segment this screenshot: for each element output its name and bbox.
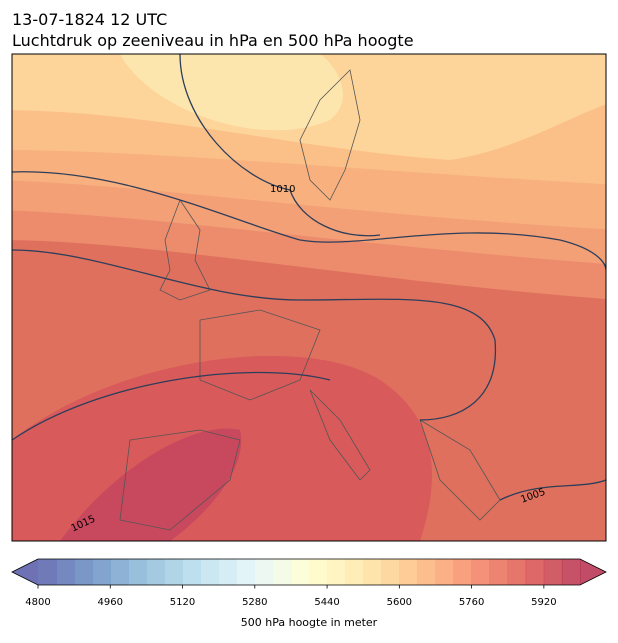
coastlines: [119, 69, 501, 531]
colorbar-tick-label: 5920: [531, 597, 556, 608]
colorbar-tick-label: 5600: [387, 597, 412, 608]
colorbar-cell: [74, 559, 93, 585]
colorbar-extend-high: [580, 559, 606, 585]
colorbar-cell: [200, 559, 219, 585]
colorbar-cell: [471, 559, 490, 585]
colorbar-extend-low: [12, 559, 38, 585]
subtitle: Luchtdruk op zeeniveau in hPa en 500 hPa…: [12, 31, 414, 50]
field-band: [120, 54, 343, 131]
colorbar-tick-label: 5760: [459, 597, 484, 608]
colorbar-cell: [56, 559, 75, 585]
colorbar-cell: [182, 559, 201, 585]
colorbar-cell: [272, 559, 292, 585]
colorbar-cell: [236, 559, 256, 585]
colorbar-cell: [525, 559, 545, 585]
colorbar-outline: [11, 558, 607, 586]
contour-label: 1010: [270, 184, 295, 195]
colorbar-cell: [327, 559, 346, 585]
map-frame: [11, 53, 607, 542]
field-band: [60, 428, 242, 541]
colorbar-cell: [128, 559, 147, 585]
colorbar-cell: [489, 559, 509, 585]
colorbar-cell: [110, 559, 129, 585]
colorbar-cell: [38, 559, 57, 585]
colorbar-cell: [543, 559, 563, 585]
map: 1010 1015 1005: [12, 54, 606, 541]
colorbar-tick-label: 4800: [25, 597, 50, 608]
colorbar-cell: [164, 559, 183, 585]
colorbar-cell: [345, 559, 364, 585]
colorbar-tick-label: 5280: [242, 597, 267, 608]
colorbar-label: 500 hPa hoogte in meter: [241, 616, 378, 629]
colorbar-cell: [435, 559, 454, 585]
colorbar-cell: [399, 559, 418, 585]
colorbar-cell: [363, 559, 382, 585]
colorbar-cell: [254, 559, 274, 585]
colorbar-cell: [92, 559, 111, 585]
colorbar-cell: [453, 559, 472, 585]
colorbar-cell: [381, 559, 400, 585]
colorbar-cell: [309, 559, 328, 585]
colorbar-cell: [417, 559, 436, 585]
isobars: [12, 54, 606, 501]
title: 13-07-1824 12 UTC: [12, 10, 167, 29]
colorbar-cell: [290, 559, 310, 585]
colorbar-cell: [507, 559, 527, 585]
colorbar: 4800 4960 5120 5280 5440 5600 5760 5920: [11, 558, 607, 608]
colorbar-tick-label: 5440: [314, 597, 339, 608]
colorbar-tick-label: 4960: [98, 597, 123, 608]
colorbar-cell: [561, 559, 581, 585]
colorbar-cell: [218, 559, 238, 585]
colorbar-tick-label: 5120: [170, 597, 195, 608]
colorbar-cell: [146, 559, 165, 585]
